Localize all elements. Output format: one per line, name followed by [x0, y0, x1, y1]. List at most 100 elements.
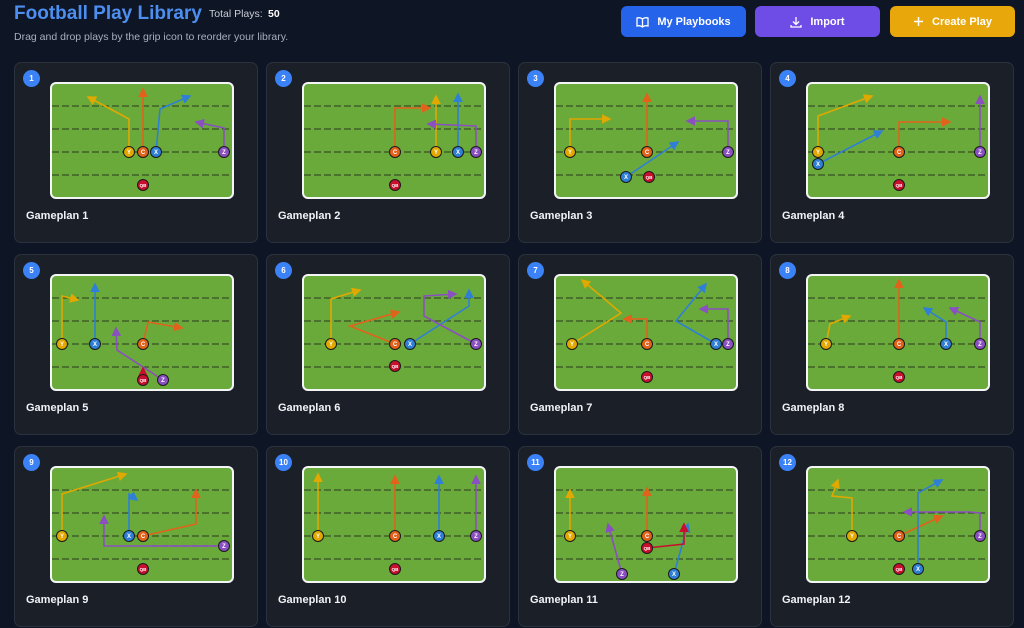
play-card[interactable]: 1 Y C X Z QB Gameplan 1	[14, 62, 258, 243]
player-c[interactable]: C	[893, 338, 905, 350]
player-y[interactable]: Y	[312, 530, 324, 542]
play-number-badge[interactable]: 8	[779, 262, 796, 279]
player-y[interactable]: Y	[812, 146, 824, 158]
player-x[interactable]: X	[433, 530, 445, 542]
import-button[interactable]: Import	[755, 6, 880, 37]
player-x[interactable]: X	[150, 146, 162, 158]
player-z[interactable]: Z	[157, 374, 169, 386]
player-c[interactable]: C	[137, 338, 149, 350]
player-c[interactable]: C	[893, 146, 905, 158]
player-c[interactable]: C	[641, 146, 653, 158]
player-c[interactable]: C	[641, 338, 653, 350]
player-x[interactable]: X	[620, 171, 632, 183]
play-card[interactable]: 9 Y X C Z QB Gameplan 9	[14, 446, 258, 627]
player-c[interactable]: C	[389, 530, 401, 542]
play-card[interactable]: 10 Y C X Z QB Gameplan 10	[266, 446, 510, 627]
play-diagram[interactable]: Y C X Z QB	[554, 274, 738, 391]
player-qb[interactable]: QB	[137, 374, 149, 386]
play-card[interactable]: 3 Y C X Z QB Gameplan 3	[518, 62, 762, 243]
player-y[interactable]: Y	[123, 146, 135, 158]
player-x[interactable]: X	[940, 338, 952, 350]
player-c[interactable]: C	[137, 146, 149, 158]
player-y[interactable]: Y	[820, 338, 832, 350]
player-qb[interactable]: QB	[641, 371, 653, 383]
player-z[interactable]: Z	[974, 338, 986, 350]
play-number-badge[interactable]: 11	[527, 454, 544, 471]
play-card[interactable]: 8 Y C X Z QB Gameplan 8	[770, 254, 1014, 435]
player-x[interactable]: X	[452, 146, 464, 158]
player-y[interactable]: Y	[566, 338, 578, 350]
play-number-badge[interactable]: 5	[23, 262, 40, 279]
play-diagram[interactable]: Y X C Z QB	[50, 274, 234, 391]
play-diagram[interactable]: Y C X Z QB	[806, 274, 990, 391]
play-diagram[interactable]: Y X C Z QB	[50, 466, 234, 583]
play-diagram[interactable]: Y C X Z QB	[806, 466, 990, 583]
player-x[interactable]: X	[123, 530, 135, 542]
play-number-badge[interactable]: 4	[779, 70, 796, 87]
player-z[interactable]: Z	[722, 338, 734, 350]
play-card[interactable]: 5 Y X C Z QB Gameplan 5	[14, 254, 258, 435]
player-qb[interactable]: QB	[893, 371, 905, 383]
player-z[interactable]: Z	[974, 530, 986, 542]
play-diagram[interactable]: Y C X Z QB	[302, 466, 486, 583]
my-playbooks-button[interactable]: My Playbooks	[621, 6, 746, 37]
play-number-badge[interactable]: 1	[23, 70, 40, 87]
play-card[interactable]: 4 Y C X Z QB Gameplan 4	[770, 62, 1014, 243]
player-x[interactable]: X	[912, 563, 924, 575]
player-z[interactable]: Z	[616, 568, 628, 580]
player-c[interactable]: C	[641, 530, 653, 542]
player-z[interactable]: Z	[974, 146, 986, 158]
play-diagram[interactable]: Y C X Z QB	[50, 82, 234, 199]
player-y[interactable]: Y	[56, 530, 68, 542]
play-diagram[interactable]: Y C X Z QB	[554, 82, 738, 199]
player-z[interactable]: Z	[722, 146, 734, 158]
play-card[interactable]: 6 Y C X Z QB Gameplan 6	[266, 254, 510, 435]
play-card[interactable]: 12 Y C X Z QB Gameplan 12	[770, 446, 1014, 627]
player-c[interactable]: C	[389, 338, 401, 350]
player-x[interactable]: X	[710, 338, 722, 350]
player-x[interactable]: X	[668, 568, 680, 580]
play-number-badge[interactable]: 7	[527, 262, 544, 279]
player-qb[interactable]: QB	[389, 179, 401, 191]
player-c[interactable]: C	[137, 530, 149, 542]
player-qb[interactable]: QB	[389, 563, 401, 575]
play-number-badge[interactable]: 3	[527, 70, 544, 87]
player-y[interactable]: Y	[56, 338, 68, 350]
player-qb[interactable]: QB	[137, 563, 149, 575]
player-y[interactable]: Y	[564, 530, 576, 542]
player-qb[interactable]: QB	[893, 179, 905, 191]
player-x[interactable]: X	[404, 338, 416, 350]
player-y[interactable]: Y	[564, 146, 576, 158]
play-number-badge[interactable]: 9	[23, 454, 40, 471]
player-qb[interactable]: QB	[893, 563, 905, 575]
player-z[interactable]: Z	[470, 146, 482, 158]
player-qb[interactable]: QB	[643, 171, 655, 183]
player-z[interactable]: Z	[470, 530, 482, 542]
play-diagram[interactable]: Y C X Z QB	[806, 82, 990, 199]
player-z[interactable]: Z	[218, 146, 230, 158]
play-number-badge[interactable]: 2	[275, 70, 292, 87]
player-qb[interactable]: QB	[389, 360, 401, 372]
player-c[interactable]: C	[893, 530, 905, 542]
player-qb[interactable]: QB	[641, 542, 653, 554]
play-number-badge[interactable]: 6	[275, 262, 292, 279]
play-number-badge[interactable]: 10	[275, 454, 292, 471]
player-z[interactable]: Z	[470, 338, 482, 350]
play-card[interactable]: 2 C Y X Z QB Gameplan 2	[266, 62, 510, 243]
play-diagram[interactable]: C Y X Z QB	[302, 82, 486, 199]
player-z[interactable]: Z	[218, 540, 230, 552]
player-label: C	[141, 534, 146, 540]
play-number-badge[interactable]: 12	[779, 454, 796, 471]
player-x[interactable]: X	[812, 158, 824, 170]
create-play-button[interactable]: Create Play	[890, 6, 1015, 37]
player-c[interactable]: C	[389, 146, 401, 158]
player-x[interactable]: X	[89, 338, 101, 350]
player-y[interactable]: Y	[325, 338, 337, 350]
player-y[interactable]: Y	[430, 146, 442, 158]
play-card[interactable]: 11 Y C QB Z X Gameplan 11	[518, 446, 762, 627]
player-qb[interactable]: QB	[137, 179, 149, 191]
player-y[interactable]: Y	[846, 530, 858, 542]
play-card[interactable]: 7 Y C X Z QB Gameplan 7	[518, 254, 762, 435]
play-diagram[interactable]: Y C QB Z X	[554, 466, 738, 583]
play-diagram[interactable]: Y C X Z QB	[302, 274, 486, 391]
